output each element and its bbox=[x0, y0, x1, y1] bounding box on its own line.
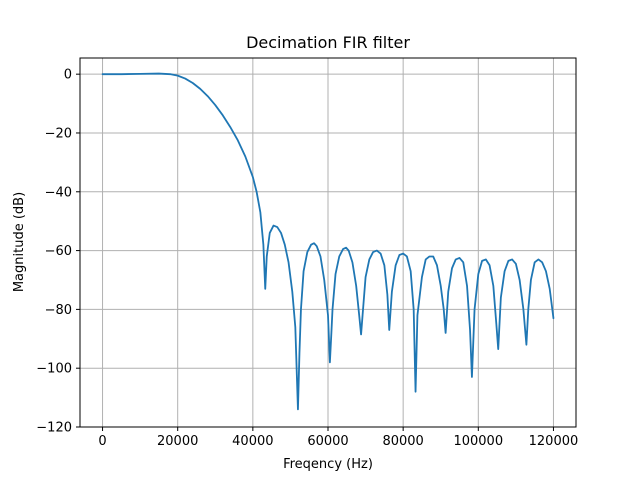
y-tick-label: −100 bbox=[36, 362, 72, 377]
y-tick-label: −20 bbox=[45, 126, 72, 141]
x-tick-label: 20000 bbox=[157, 434, 198, 449]
x-tick-label: 100000 bbox=[453, 434, 503, 449]
y-axis: 0 −20 −40 −60 −80 −100 −120 bbox=[36, 68, 80, 436]
x-tick-label: 60000 bbox=[307, 434, 348, 449]
y-tick-label: 0 bbox=[64, 68, 72, 83]
series-line-0 bbox=[101, 72, 555, 411]
chart-title: Decimation FIR filter bbox=[246, 33, 410, 52]
y-axis-label: Magnitude (dB) bbox=[12, 192, 27, 292]
x-tick-label: 40000 bbox=[232, 434, 273, 449]
grid bbox=[80, 58, 576, 428]
x-tick-label: 0 bbox=[98, 434, 106, 449]
y-tick-label: −120 bbox=[36, 421, 72, 436]
x-axis: 0 20000 40000 60000 80000 100000 120000 bbox=[98, 427, 578, 449]
y-tick-label: −40 bbox=[45, 185, 72, 200]
series-layer bbox=[101, 72, 555, 411]
x-tick-label: 80000 bbox=[382, 434, 423, 449]
x-axis-label: Freqency (Hz) bbox=[283, 457, 373, 472]
x-tick-label: 120000 bbox=[529, 434, 579, 449]
y-tick-label: −80 bbox=[45, 303, 72, 318]
y-tick-label: −60 bbox=[45, 244, 72, 259]
